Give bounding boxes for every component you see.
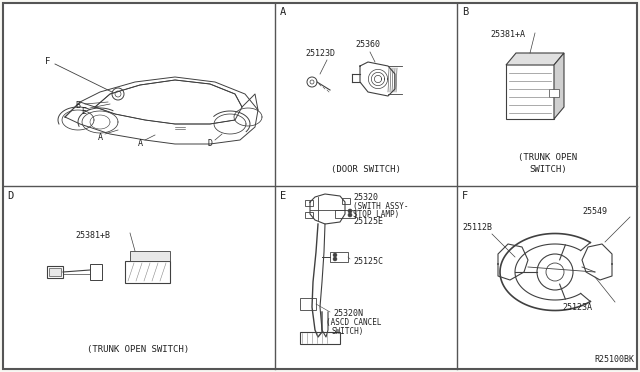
Text: 25320N: 25320N <box>333 309 363 318</box>
Bar <box>342 198 350 204</box>
Text: 25123A: 25123A <box>562 303 592 312</box>
Text: 25125C: 25125C <box>353 257 383 266</box>
Text: 25123D: 25123D <box>305 49 335 58</box>
Bar <box>130 251 170 261</box>
Text: D: D <box>207 138 212 148</box>
Bar <box>300 332 340 344</box>
Text: B: B <box>462 7 468 17</box>
Text: 25549: 25549 <box>582 207 607 216</box>
Polygon shape <box>554 53 564 119</box>
Bar <box>305 212 313 218</box>
Text: 25360: 25360 <box>355 40 380 49</box>
Bar <box>300 298 316 310</box>
Polygon shape <box>506 53 564 65</box>
Text: E: E <box>280 191 286 201</box>
Circle shape <box>348 213 352 217</box>
Text: (TRUNK OPEN SWITCH): (TRUNK OPEN SWITCH) <box>87 345 189 354</box>
Bar <box>90 264 102 280</box>
Text: F: F <box>45 58 51 67</box>
Text: 25381+A: 25381+A <box>490 30 525 39</box>
Text: 25320: 25320 <box>353 193 378 202</box>
Bar <box>506 64 554 119</box>
Text: R25100BK: R25100BK <box>594 355 634 364</box>
Bar <box>335 210 355 218</box>
Bar <box>330 252 348 262</box>
Text: (DOOR SWITCH): (DOOR SWITCH) <box>331 165 401 174</box>
Bar <box>305 200 313 206</box>
Bar <box>49 268 61 276</box>
Bar <box>125 261 170 283</box>
Text: A: A <box>280 7 286 17</box>
Bar <box>549 89 559 97</box>
Text: SWITCH): SWITCH) <box>332 327 364 336</box>
Text: 25112B: 25112B <box>462 223 492 232</box>
Text: B: B <box>76 100 81 109</box>
Text: E: E <box>81 106 86 115</box>
Text: (SWITH ASSY-: (SWITH ASSY- <box>353 202 408 211</box>
Circle shape <box>333 257 337 261</box>
Circle shape <box>333 253 337 257</box>
Text: (ASCD CANCEL: (ASCD CANCEL <box>326 318 381 327</box>
Text: STOP LAMP): STOP LAMP) <box>353 210 399 219</box>
Text: 25381+B: 25381+B <box>75 231 110 240</box>
Circle shape <box>348 209 352 213</box>
Text: A: A <box>97 132 102 141</box>
Text: 25125E: 25125E <box>353 217 383 226</box>
Text: (TRUNK OPEN
SWITCH): (TRUNK OPEN SWITCH) <box>518 153 577 174</box>
Text: F: F <box>462 191 468 201</box>
Text: D: D <box>7 191 13 201</box>
Text: A: A <box>138 138 143 148</box>
Bar <box>47 266 63 278</box>
